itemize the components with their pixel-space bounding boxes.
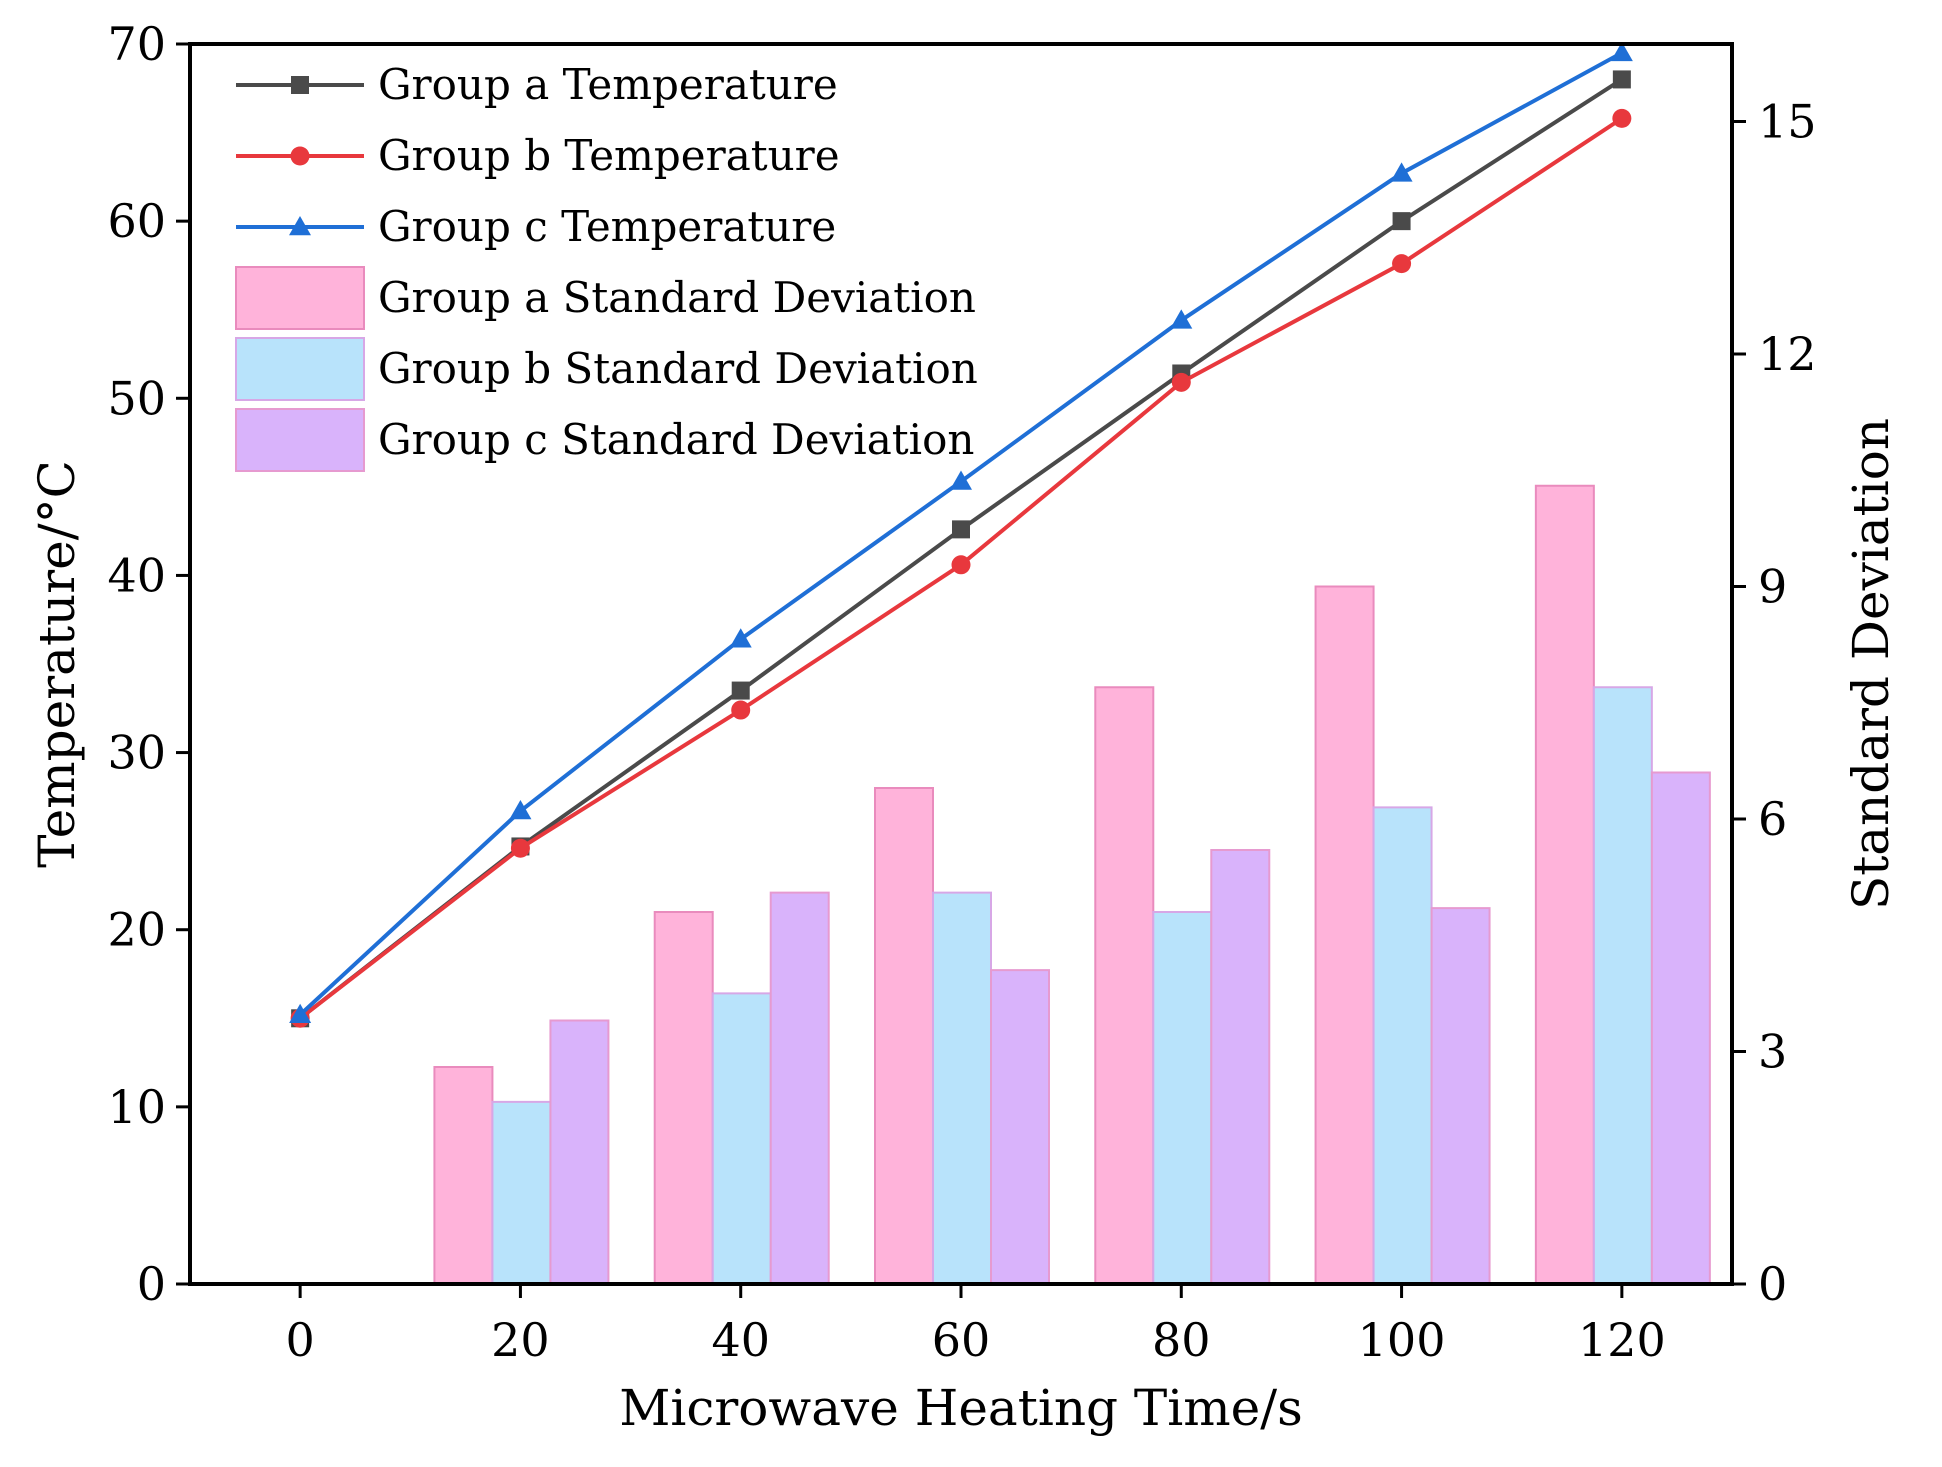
y-right-tick-label-3: 9 [1758, 560, 1787, 614]
legend-label-bar-2: Group c Standard Deviation [378, 415, 974, 464]
legend-label-bar-0: Group a Standard Deviation [378, 273, 976, 322]
point-1-2 [731, 700, 751, 720]
point-2-3 [950, 470, 972, 490]
legend-marker-1 [290, 146, 310, 166]
legend-label-line-0: Group a Temperature [378, 60, 838, 109]
point-2-4 [1170, 309, 1193, 329]
y-right-tick-label-2: 6 [1758, 792, 1787, 846]
point-1-1 [510, 838, 530, 858]
bar-0-3 [874, 787, 934, 1285]
legend-swatch-1 [235, 337, 365, 401]
x-axis-title: Microwave Heating Time/s [619, 1379, 1303, 1437]
x-tick-label-5: 100 [1358, 1313, 1446, 1367]
x-tick-label-1: 20 [491, 1313, 550, 1367]
y-right-tick-label-1: 3 [1758, 1025, 1787, 1079]
point-0-5 [1392, 212, 1411, 231]
y-right-tick-label-0: 0 [1758, 1257, 1787, 1311]
bar-0-4 [1094, 686, 1155, 1285]
y-left-tick-label-3: 30 [107, 726, 166, 780]
y-left-tick-label-7: 70 [107, 17, 166, 71]
y-left-tick-label-2: 20 [107, 903, 166, 957]
bar-2-2 [769, 891, 830, 1285]
bar-1-2 [711, 992, 772, 1285]
bar-0-5 [1314, 585, 1375, 1285]
point-1-6 [1612, 108, 1632, 128]
legend-swatch-2 [235, 408, 365, 472]
bar-0-2 [653, 911, 714, 1285]
y-right-tick-label-5: 15 [1758, 95, 1817, 149]
x-tick-label-6: 120 [1578, 1313, 1666, 1367]
point-0-6 [1612, 70, 1631, 89]
bar-0-1 [433, 1066, 494, 1285]
bar-1-3 [932, 891, 992, 1285]
bar-1-1 [491, 1100, 552, 1285]
legend-label-line-1: Group b Temperature [378, 131, 840, 180]
legend-label-line-2: Group c Temperature [378, 202, 836, 251]
point-0-3 [952, 520, 970, 539]
y-left-tick-label-6: 60 [107, 194, 166, 248]
bar-1-4 [1152, 911, 1213, 1285]
bar-2-1 [549, 1019, 610, 1285]
bar-2-6 [1650, 771, 1711, 1285]
y-right-tick-label-4: 12 [1758, 327, 1817, 381]
bar-0-6 [1534, 484, 1595, 1285]
point-2-5 [1390, 162, 1413, 182]
lines-layer [289, 41, 1633, 1028]
y-left-tick-label-0: 0 [137, 1257, 166, 1311]
point-0-2 [731, 681, 750, 700]
point-2-0 [289, 1003, 312, 1023]
bar-2-5 [1430, 907, 1491, 1285]
y-left-tick-label-1: 10 [107, 1080, 166, 1134]
point-1-4 [1171, 372, 1191, 392]
bar-1-6 [1592, 686, 1653, 1285]
x-tick-label-4: 80 [1152, 1313, 1211, 1367]
point-1-5 [1392, 254, 1412, 274]
point-2-2 [729, 628, 752, 648]
bar-1-5 [1372, 806, 1433, 1285]
point-1-3 [951, 555, 971, 575]
bar-2-4 [1210, 849, 1271, 1285]
y-left-tick-label-5: 50 [107, 371, 166, 425]
legend-label-bar-1: Group b Standard Deviation [378, 344, 978, 393]
point-2-1 [509, 800, 532, 820]
y-axis-left-title: Temperature/°C [28, 460, 86, 868]
x-tick-label-2: 40 [711, 1313, 770, 1367]
legend-swatch-0 [235, 266, 365, 330]
point-2-6 [1610, 41, 1633, 62]
bar-2-3 [990, 969, 1050, 1285]
x-tick-label-3: 60 [932, 1313, 991, 1367]
legend: Group a Temperature Group b Temperature Gr… [235, 60, 978, 472]
legend-marker-2 [289, 216, 311, 236]
axes-layer: 0 20 40 60 80 100 120 0 10 20 30 40 50 60 70 0 3 6 9 12 15 [107, 17, 1816, 1367]
legend-marker-0 [291, 76, 309, 94]
y-left-tick-label-4: 40 [107, 548, 166, 602]
x-tick-label-0: 0 [286, 1313, 315, 1367]
y-axis-right-title: Standard Deviation [1842, 418, 1900, 910]
bars-layer [433, 484, 1711, 1285]
